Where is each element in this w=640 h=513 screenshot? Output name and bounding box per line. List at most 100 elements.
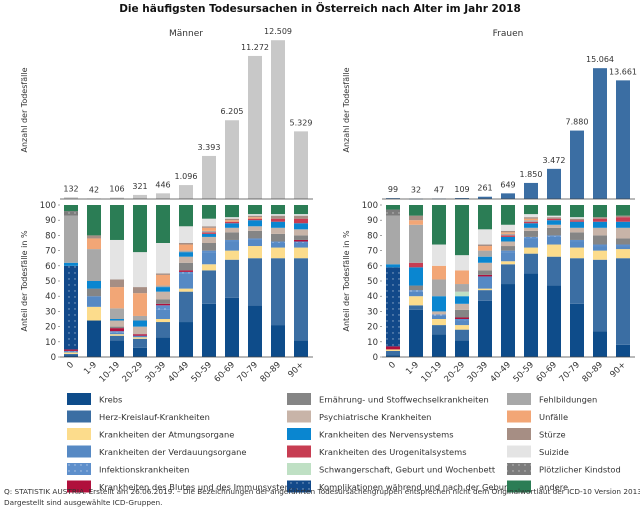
segment-n: [133, 320, 147, 327]
segment-b: [294, 239, 308, 242]
segment-p: [179, 256, 193, 263]
segment-v: [110, 332, 124, 335]
legend-label: Schwangerschaft, Geburt und Wochenbett: [319, 465, 496, 475]
legend-swatch: [507, 445, 531, 458]
count-bar: [110, 197, 124, 199]
segment-a: [524, 247, 538, 254]
count-label: 3.472: [543, 156, 566, 165]
count-label: 1.850: [520, 170, 543, 179]
segment-f: [202, 230, 216, 233]
count-label: 7.880: [566, 118, 589, 127]
segment-k: [202, 303, 216, 357]
segment-f: [501, 233, 515, 236]
segment-su: [432, 244, 446, 266]
y-tick-label: 10: [45, 338, 56, 348]
legend-label: Suizide: [539, 447, 569, 457]
segment-a: [547, 244, 561, 257]
legend-swatch: [67, 393, 91, 405]
count-bar: [478, 196, 492, 199]
segment-u: [409, 262, 423, 268]
segment-k: [64, 355, 78, 357]
segment-k: [248, 305, 262, 357]
y-tick-label: 100: [40, 201, 56, 211]
segment-pattern: [271, 241, 285, 243]
segment-e: [593, 235, 607, 245]
count-label: 132: [63, 184, 78, 193]
segment-a: [225, 250, 239, 260]
segment-k: [133, 347, 147, 357]
y-tick-label: 100: [362, 201, 378, 211]
segment-f: [110, 308, 124, 319]
legend-label: Stürze: [539, 430, 566, 440]
count-bar: [294, 131, 308, 199]
y-tick-label: 90: [45, 216, 56, 226]
count-label: 1.096: [175, 172, 198, 181]
segment-e: [570, 232, 584, 240]
segment-an: [570, 205, 584, 218]
segment-b: [455, 317, 469, 319]
count-axis-label: Anzahl der Todesfälle: [342, 67, 351, 152]
segment-b: [110, 328, 124, 332]
segment-h: [202, 270, 216, 304]
legend-swatch: [287, 393, 311, 405]
segment-u: [271, 218, 285, 222]
segment-st: [133, 287, 147, 294]
segment-su: [455, 255, 469, 271]
segment-pattern: [432, 314, 446, 316]
y-tick-label: 20: [367, 323, 378, 333]
segment-su: [133, 252, 147, 288]
segment-a: [64, 352, 78, 354]
segment-un: [87, 238, 101, 250]
legend-swatch: [287, 410, 311, 423]
legend-label: Plötzlicher Kindstod: [539, 465, 621, 475]
segment-pattern: [202, 250, 216, 253]
segment-an: [156, 205, 170, 243]
legend-item: Unfälle: [507, 410, 568, 423]
segment-h: [386, 350, 400, 356]
legend-item: Herz-Kreislauf-Krankheiten: [67, 410, 210, 423]
legend-item: Fehlbildungen: [507, 393, 597, 405]
y-tick-label: 10: [367, 338, 378, 348]
segment-b: [133, 334, 147, 336]
segment-pattern: [570, 239, 584, 242]
segment-pattern: [110, 331, 124, 333]
segment-n: [271, 221, 285, 228]
legend-swatch: [507, 393, 531, 405]
segment-v: [570, 241, 584, 248]
segment-p: [110, 320, 124, 327]
segment-st: [271, 215, 285, 219]
segment-e: [156, 299, 170, 304]
segment-p: [593, 227, 607, 236]
segment-e: [294, 235, 308, 240]
segment-k: [87, 320, 101, 357]
legend-item: Komplikationen während und nach der Gebu…: [287, 480, 511, 493]
legend-swatch: [507, 480, 531, 493]
segment-a: [248, 246, 262, 259]
segment-p: [248, 226, 262, 231]
segment-v: [593, 246, 607, 251]
segment-s: [455, 291, 469, 297]
segment-un: [225, 220, 239, 222]
segment-e: [547, 227, 561, 236]
legend-swatch: [287, 463, 311, 475]
segment-h: [64, 353, 78, 356]
segment-su: [156, 243, 170, 274]
segment-un: [455, 270, 469, 285]
x-tick-label: 60-69: [535, 360, 560, 385]
segment-pattern: [524, 236, 538, 239]
segment-st: [570, 218, 584, 221]
segment-su: [110, 239, 124, 280]
segment-v: [248, 239, 262, 247]
y-tick-label: 90: [367, 216, 378, 226]
segment-u: [202, 232, 216, 234]
legend-label: Herz-Kreislauf-Krankheiten: [99, 412, 210, 422]
x-tick-label: 30-39: [144, 360, 169, 385]
segment-an: [110, 205, 124, 240]
x-tick-label: 80-89: [259, 360, 284, 385]
segment-h: [547, 256, 561, 286]
segment-an: [271, 205, 285, 215]
x-tick-label: 40-49: [167, 360, 192, 385]
y-tick-label: 50: [45, 277, 56, 287]
x-tick-label: 30-39: [466, 360, 491, 385]
legend-item: Krankheiten der Atmungsorgane: [67, 428, 234, 440]
